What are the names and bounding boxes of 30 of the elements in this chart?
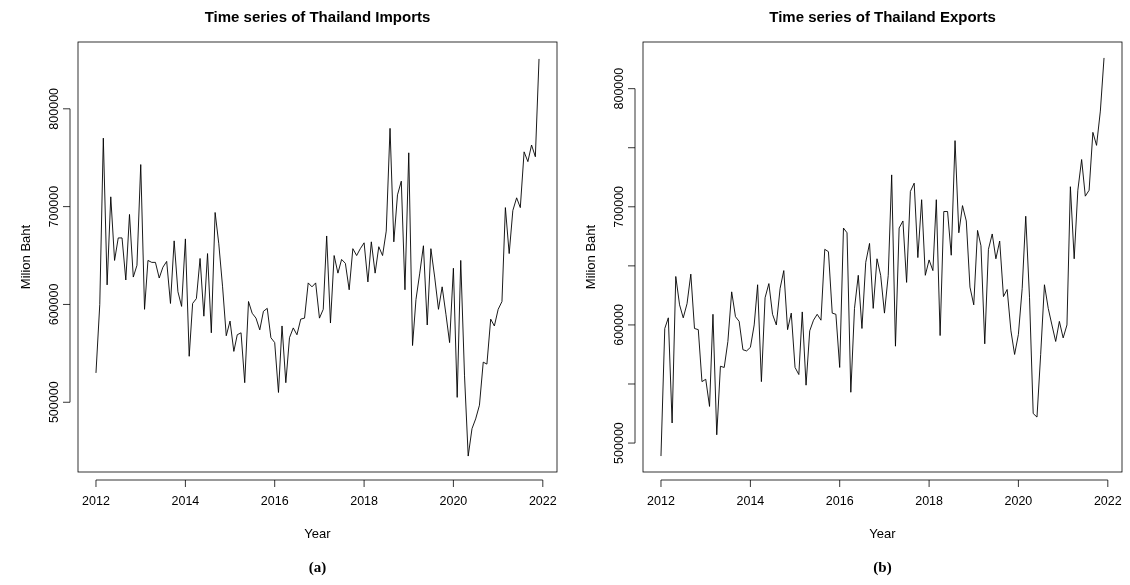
y-tick-label: 600000 [612,304,626,346]
x-tick-label: 2020 [1004,494,1033,508]
chart-title: Time series of Thailand Imports [204,8,431,25]
y-tick-label: 600000 [47,283,61,326]
x-tick-label: 2014 [736,494,765,508]
y-axis-title: Milion Baht [583,224,598,290]
x-axis-title: Year [869,526,897,541]
y-tick-label: 800000 [47,87,61,130]
x-tick-label: 2016 [260,494,289,508]
text: (b) [873,559,892,576]
x-tick-label: 2012 [82,494,110,508]
text: (a) [308,559,327,576]
y-tick-label: 500000 [47,381,61,424]
line-series [95,58,540,457]
chart-title: Time series of Thailand Exports [769,8,996,25]
y-tick-label: 700000 [612,185,626,228]
x-tick-label: 2014 [171,494,200,508]
x-tick-label: 2018 [350,494,379,508]
y-axis-title: Milion Baht [18,224,33,290]
line-series [660,57,1105,457]
x-tick-label: 2020 [439,494,468,508]
x-tick-label: 2012 [647,494,675,508]
y-tick-label: 800000 [612,67,626,110]
x-tick-label: 2022 [528,494,557,508]
x-tick-label: 2018 [915,494,944,508]
x-tick-label: 2016 [825,494,854,508]
x-axis-title: Year [304,526,332,541]
x-tick-label: 2022 [1093,494,1122,508]
y-tick-label: 500000 [612,422,626,464]
y-tick-label: 700000 [47,185,61,228]
